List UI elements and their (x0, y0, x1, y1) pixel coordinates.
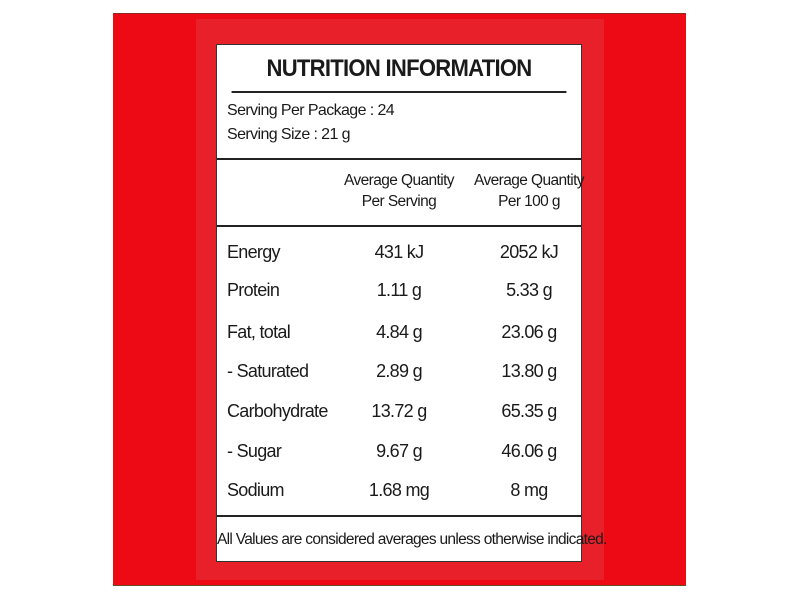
serving-info: Serving Per Package : 24 Serving Size : … (217, 92, 581, 160)
panel-title: NUTRITION INFORMATION (231, 45, 567, 93)
nutrient-label: Carbohydrate (227, 401, 328, 421)
per-serving-value: 4.84 g (376, 322, 423, 342)
header-line: Per Serving (361, 193, 437, 210)
per-serving-value: 2.89 g (376, 361, 423, 381)
per-100g-value: 13.80 g (501, 361, 557, 381)
nutrient-label: Energy (227, 242, 281, 262)
table-row: Fat, total 4.84 g 23.06 g (217, 322, 581, 352)
per-serving-value: 1.11 g (376, 280, 422, 300)
header-line: Average Quantity (344, 172, 454, 189)
per-serving-value: 9.67 g (376, 441, 423, 461)
nutrient-label: Sodium (227, 480, 285, 500)
per-100g-value: 65.35 g (501, 401, 557, 421)
table-row: Protein 1.11 g 5.33 g (217, 280, 581, 310)
column-header-row: Average Quantity Per Serving Average Qua… (217, 160, 585, 227)
serving-size: Serving Size : 21 g (227, 126, 351, 143)
header-line: Per 100 g (498, 193, 560, 210)
per-serving-value: 431 kJ (374, 242, 425, 262)
table-row: Sodium 1.68 mg 8 mg (217, 480, 581, 510)
per-100g-value: 46.06 g (501, 441, 557, 461)
per-100g-value: 8 mg (510, 480, 548, 500)
per-serving-value: 1.68 mg (368, 480, 430, 500)
serving-per-package: Serving Per Package : 24 (227, 102, 395, 119)
table-row: - Saturated 2.89 g 13.80 g (217, 361, 581, 391)
per-serving-value: 13.72 g (371, 401, 427, 421)
footer-note: All Values are considered averages unles… (217, 515, 607, 563)
table-row: - Sugar 9.67 g 46.06 g (217, 441, 581, 471)
per-100g-value: 2052 kJ (499, 242, 559, 262)
column-header-per-serving: Average Quantity Per Serving (334, 170, 464, 212)
nutrient-label: - Sugar (227, 441, 282, 461)
nutrient-label: Fat, total (227, 322, 291, 342)
per-100g-value: 5.33 g (506, 280, 553, 300)
nutrition-panel: NUTRITION INFORMATION Serving Per Packag… (216, 44, 607, 563)
nutrient-label: Protein (227, 280, 280, 300)
table-row: Carbohydrate 13.72 g 65.35 g (217, 401, 581, 431)
nutrient-label: - Saturated (227, 361, 309, 381)
per-100g-value: 23.06 g (501, 322, 557, 342)
header-line: Average Quantity (474, 172, 584, 189)
table-row: Energy 431 kJ 2052 kJ (217, 242, 581, 272)
column-header-per-100g: Average Quantity Per 100 g (464, 170, 594, 212)
